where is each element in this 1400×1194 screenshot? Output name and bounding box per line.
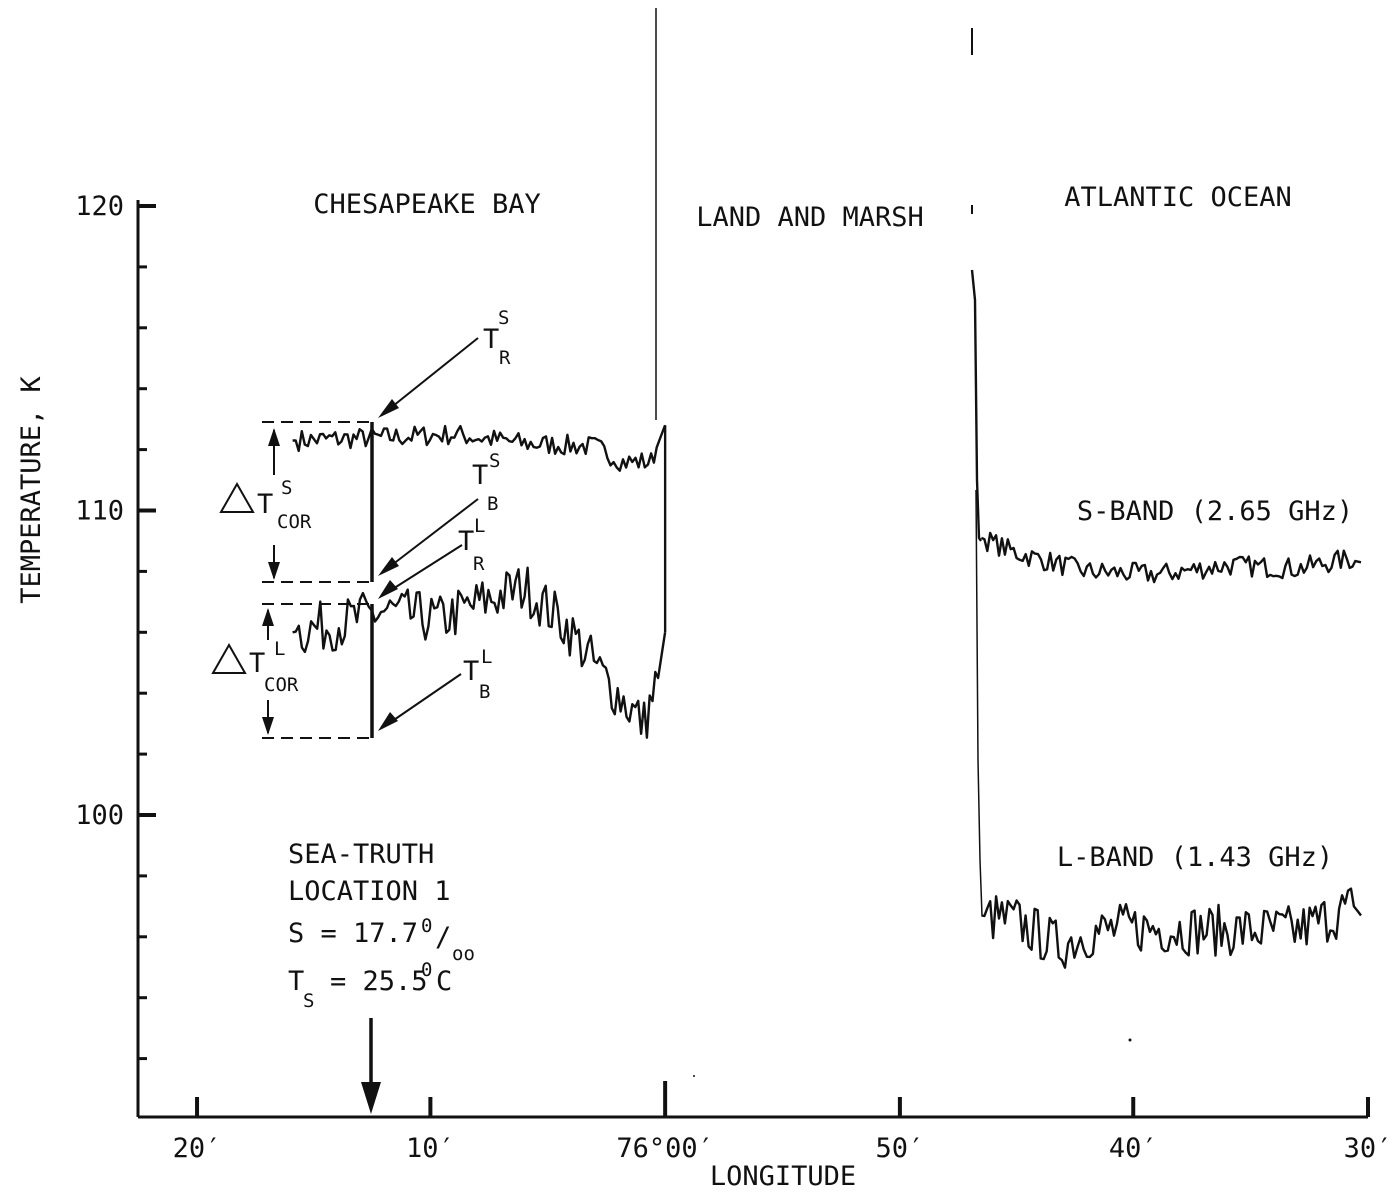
- region-label-land-and-marsh: LAND AND MARSH: [696, 202, 924, 233]
- ticks: 120 110 100 20′ 10′ 76°00′ 50′ 40′ 30′: [75, 191, 1392, 1164]
- label-t-r-s-sub: R: [499, 347, 511, 369]
- label-t-b-l-sub: B: [479, 681, 490, 703]
- pointer-t-b-s-head: [378, 557, 399, 576]
- region-label-atlantic-ocean: ATLANTIC OCEAN: [1064, 182, 1292, 213]
- pointer-t-r-s: [387, 337, 479, 411]
- pointer-t-b-l-head: [378, 712, 398, 731]
- pointer-t-r-l: [387, 544, 463, 593]
- sea-truth-arrowhead: [361, 1082, 381, 1114]
- pointer-t-b-s: [387, 498, 479, 569]
- x-tick-label: 20′: [173, 1133, 222, 1164]
- speck-2: [693, 1075, 695, 1077]
- delta-s-arrowhead-up: [268, 428, 280, 446]
- pointer-t-r-l-head: [378, 580, 398, 599]
- label-t-b-s-main: T: [472, 460, 488, 491]
- x-tick-label: 50′: [876, 1133, 925, 1164]
- sea-truth-line2: LOCATION 1: [288, 876, 451, 907]
- delta-s-sup: S: [281, 477, 292, 499]
- delta-s-sub: COR: [277, 511, 312, 533]
- sea-truth-temp-sup: 0: [421, 959, 432, 981]
- axes: [136, 200, 1368, 1119]
- s-band-trace-segment-1: [292, 424, 667, 472]
- y-tick-label-120: 120: [75, 191, 124, 222]
- delta-s-symbol: [219, 481, 255, 513]
- sea-truth-temp-unit: C: [436, 966, 452, 997]
- label-t-b-l-main: T: [463, 656, 479, 687]
- label-t-r-s-main: T: [483, 324, 499, 355]
- delta-l-sub: COR: [264, 674, 299, 696]
- sea-truth-temp-sub: S: [303, 990, 314, 1012]
- east-coast-l-band-transition: [975, 489, 983, 916]
- speck-1: [1128, 1038, 1132, 1042]
- y-tick-label-100: 100: [75, 800, 124, 831]
- pointer-t-r-s-head: [378, 399, 399, 418]
- sea-truth-line1: SEA-TRUTH: [288, 839, 434, 870]
- x-axis-label: LONGITUDE: [710, 1161, 856, 1192]
- sea-truth-salinity-sub: oo: [452, 943, 475, 965]
- series-label-l-band: L-BAND (1.43 GHz): [1057, 842, 1333, 873]
- delta-l-main: T: [249, 648, 265, 679]
- label-t-r-l-sup: L: [474, 515, 485, 537]
- s-band-trace-segment-2: [980, 531, 1362, 584]
- correction-annotation: T S COR T L COR T S R T S B T L R T L B: [211, 307, 511, 739]
- pointer-t-b-l: [387, 673, 462, 725]
- y-tick-label-110: 110: [75, 496, 124, 527]
- delta-s-arrowhead-down: [268, 562, 280, 580]
- region-label-chesapeake-bay: CHESAPEAKE BAY: [313, 189, 541, 220]
- delta-l-arrowhead-up: [262, 608, 274, 626]
- label-t-b-l-sup: L: [481, 646, 492, 668]
- sea-truth-salinity-slash: /: [435, 922, 451, 953]
- traces: [292, 269, 1362, 969]
- x-tick-label: 30′: [1344, 1133, 1393, 1164]
- east-coast-s-band-transition: [970, 269, 983, 542]
- sea-truth-annotation: SEA-TRUTH LOCATION 1 S = 17.7 0 / oo T S…: [288, 839, 475, 1114]
- label-t-b-s-sub: B: [487, 493, 498, 515]
- delta-l-sup: L: [274, 638, 285, 660]
- delta-l-symbol: [211, 642, 247, 674]
- x-tick-label: 10′: [406, 1133, 455, 1164]
- label-t-b-s-sup: S: [489, 450, 500, 472]
- delta-l-arrowhead-down: [262, 717, 274, 735]
- x-tick-label: 76°00′: [616, 1133, 714, 1164]
- x-tick-label: 40′: [1109, 1133, 1158, 1164]
- y-axis-label: TEMPERATURE, K: [16, 375, 47, 603]
- sea-truth-salinity: S = 17.7: [288, 918, 418, 949]
- l-band-trace-segment-1: [292, 566, 667, 739]
- label-t-r-l-main: T: [458, 526, 474, 557]
- label-t-r-s-sup: S: [498, 307, 509, 329]
- label-t-r-l-sub: R: [473, 553, 485, 575]
- sea-truth-temp-main: T: [288, 966, 304, 997]
- sea-truth-temp-value: = 25.5: [330, 966, 428, 997]
- series-label-s-band: S-BAND (2.65 GHz): [1077, 496, 1353, 527]
- delta-s-main: T: [257, 489, 273, 520]
- sea-truth-salinity-sup: 0: [421, 915, 432, 937]
- l-band-trace-segment-2: [981, 887, 1362, 969]
